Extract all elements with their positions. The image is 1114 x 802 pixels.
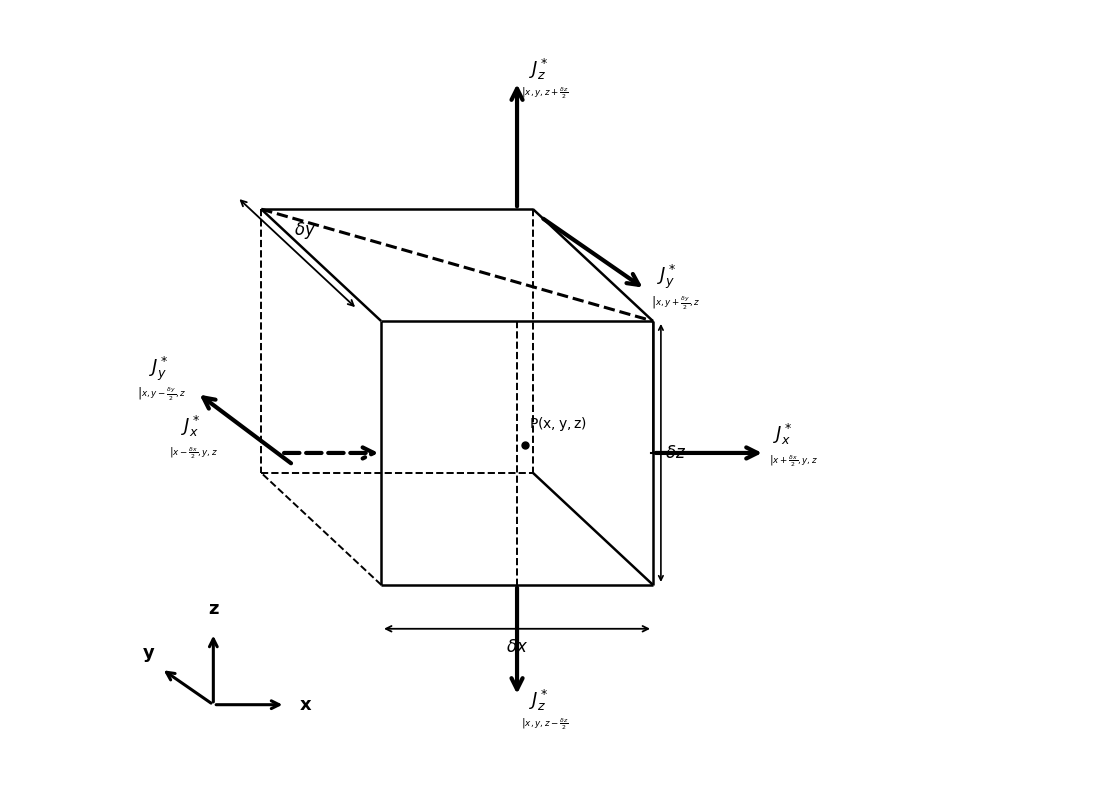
Text: $\left|_{x,y-\frac{\delta y}{2},z}\right.$: $\left|_{x,y-\frac{\delta y}{2},z}\right… — [137, 386, 187, 403]
Text: z: z — [208, 601, 218, 618]
Text: $J_y^*$: $J_y^*$ — [149, 354, 169, 383]
Text: $J_z^*$: $J_z^*$ — [529, 57, 549, 82]
Text: $\left|_{x-\frac{\delta x}{2},y,z}\right.$: $\left|_{x-\frac{\delta x}{2},y,z}\right… — [169, 445, 218, 460]
Text: $J_x^*$: $J_x^*$ — [182, 414, 202, 439]
Text: $\left|_{x,y,z+\frac{\delta z}{2}}\right.$: $\left|_{x,y,z+\frac{\delta z}{2}}\right… — [521, 86, 568, 101]
Text: $\mathrm{P(x,y,z)}$: $\mathrm{P(x,y,z)}$ — [529, 415, 587, 433]
Text: y: y — [144, 644, 155, 662]
Text: $\delta x$: $\delta x$ — [506, 638, 528, 656]
Text: $\left|_{x+\frac{\delta x}{2},y,z}\right.$: $\left|_{x+\frac{\delta x}{2},y,z}\right… — [769, 453, 818, 468]
Text: $\left|_{x,y,z-\frac{\delta z}{2}}\right.$: $\left|_{x,y,z-\frac{\delta z}{2}}\right… — [521, 717, 568, 732]
Text: $J_y^*$: $J_y^*$ — [657, 263, 677, 291]
Text: x: x — [300, 695, 311, 714]
Text: $J_x^*$: $J_x^*$ — [773, 422, 793, 448]
Text: $\delta z$: $\delta z$ — [665, 444, 686, 462]
Text: $J_z^*$: $J_z^*$ — [529, 688, 549, 713]
Text: $\left|_{x,y+\frac{\delta y}{2},z}\right.$: $\left|_{x,y+\frac{\delta y}{2},z}\right… — [652, 295, 701, 312]
Text: $\delta y$: $\delta y$ — [294, 221, 316, 241]
